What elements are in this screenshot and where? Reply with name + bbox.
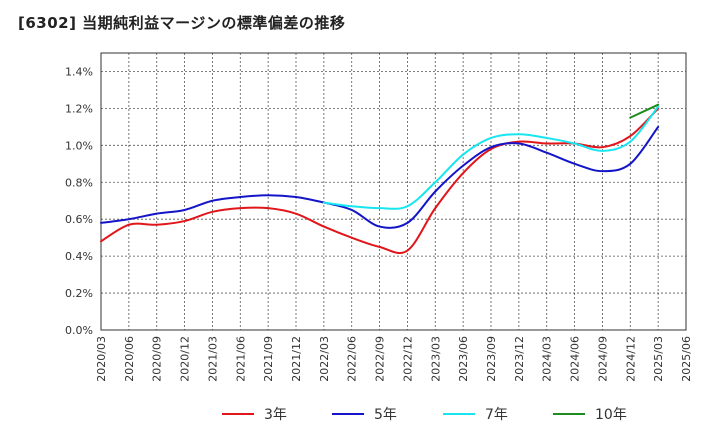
x-tick-label: 2021/09	[262, 336, 275, 382]
legend-label: 3年	[264, 407, 287, 423]
y-tick-label: 0.0%	[65, 324, 93, 337]
legend-label: 7年	[485, 407, 508, 423]
x-tick-label: 2025/06	[680, 336, 693, 382]
y-tick-label: 0.6%	[65, 213, 93, 226]
legend-item-3年: 3年	[222, 407, 287, 423]
x-tick-label: 2025/03	[652, 336, 665, 382]
x-tick-label: 2023/09	[485, 336, 498, 382]
y-tick-label: 1.2%	[65, 102, 93, 115]
y-tick-label: 1.0%	[65, 139, 93, 152]
x-tick-label: 2020/03	[95, 336, 108, 382]
legend-label: 10年	[595, 407, 627, 423]
series-line-7年	[322, 105, 660, 210]
x-tick-label: 2024/06	[569, 336, 582, 382]
series-line-10年	[629, 103, 660, 119]
x-tick-label: 2022/12	[401, 336, 414, 382]
x-tick-label: 2023/06	[457, 336, 470, 382]
series-line-5年	[100, 125, 660, 229]
plot-area	[100, 52, 687, 331]
x-tick-label: 2020/06	[123, 336, 136, 382]
legend-label: 5年	[374, 407, 397, 423]
series-group	[100, 103, 660, 255]
series-line-3年	[100, 107, 660, 255]
grid	[100, 53, 687, 331]
chart-title: [6302] 当期純利益マージンの標準偏差の推移	[18, 14, 346, 32]
y-tick-label: 0.2%	[65, 287, 93, 300]
x-tick-label: 2023/03	[429, 336, 442, 382]
y-tick-label: 0.8%	[65, 176, 93, 189]
x-tick-label: 2024/12	[624, 336, 637, 382]
x-tick-label: 2021/06	[234, 336, 247, 382]
x-tick-label: 2022/06	[346, 336, 359, 382]
y-tick-label: 0.4%	[65, 250, 93, 263]
y-tick-label: 1.4%	[65, 65, 93, 78]
x-tick-label: 2021/12	[290, 336, 303, 382]
legend-item-10年: 10年	[553, 407, 627, 423]
x-tick-label: 2022/03	[318, 336, 331, 382]
x-tick-label: 2021/03	[206, 336, 219, 382]
legend: 3年 5年 7年 10年	[222, 407, 627, 423]
x-tick-label: 2020/09	[151, 336, 164, 382]
legend-item-7年: 7年	[443, 407, 508, 423]
x-axis: 2020/03 2020/06 2020/09 2020/12 2021/03 2021/…	[95, 336, 693, 382]
x-tick-label: 2020/12	[179, 336, 192, 382]
x-tick-label: 2024/09	[596, 336, 609, 382]
y-axis: 0.0% 0.2% 0.4% 0.6% 0.8% 1.0% 1.2% 1.4%	[65, 65, 93, 337]
legend-item-5年: 5年	[332, 407, 397, 423]
x-tick-label: 2023/12	[513, 336, 526, 382]
x-tick-label: 2022/09	[374, 336, 387, 382]
x-tick-label: 2024/03	[541, 336, 554, 382]
